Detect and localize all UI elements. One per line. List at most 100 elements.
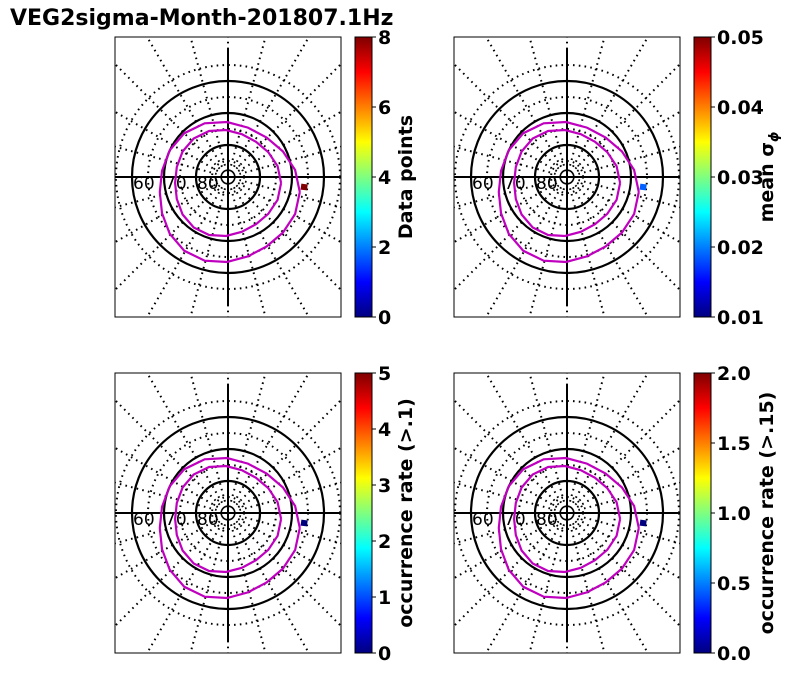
grid-spoke <box>233 513 341 545</box>
latitude-label: 60 <box>133 510 155 530</box>
latitude-label: 80 <box>197 174 219 194</box>
grid-spoke <box>115 145 223 177</box>
boundary-poleward <box>512 464 622 574</box>
boundary-equatorward <box>158 120 301 264</box>
grid-spoke <box>528 37 567 172</box>
colorbar-label: Data points <box>395 115 417 239</box>
grid-spoke <box>567 182 606 317</box>
axes-frame <box>114 372 342 654</box>
colorbar-tick-label: 0.5 <box>717 573 751 595</box>
grid-spoke <box>454 446 563 511</box>
grid-spoke <box>147 181 226 317</box>
grid-spoke <box>570 399 680 510</box>
grid-spoke <box>233 481 341 513</box>
grid-spoke <box>570 180 680 291</box>
colorbar-label: occurrence rate (>.15) <box>756 392 778 635</box>
grid-spoke <box>232 515 341 580</box>
grid-spoke <box>570 63 680 174</box>
colorbar <box>354 372 373 654</box>
grid-spoke <box>486 37 565 173</box>
grid-spoke <box>231 399 341 510</box>
grid-spoke <box>230 373 309 509</box>
grid-spoke <box>115 63 225 174</box>
grid-spoke <box>115 513 223 545</box>
grid-spoke <box>454 145 562 177</box>
grid-spoke <box>570 516 680 627</box>
colorbar <box>693 372 712 654</box>
latitude-label: 70 <box>165 174 187 194</box>
colorbar-tick-label: 8 <box>378 27 391 49</box>
grid-spoke <box>115 481 223 513</box>
grid-spoke <box>567 373 606 508</box>
axes-frame <box>453 372 681 654</box>
colorbar-tick-label: 2 <box>378 531 391 553</box>
grid-spoke <box>115 110 224 175</box>
colorbar-tick-label: 2.0 <box>717 363 751 385</box>
grid-spoke <box>115 446 224 511</box>
grid-spoke <box>232 110 341 175</box>
grid-spoke <box>454 516 564 627</box>
figure-title: VEG2sigma-Month-201807.1Hz <box>10 6 394 31</box>
grid-spoke <box>233 177 341 209</box>
grid-spoke <box>486 373 565 509</box>
grid-spoke <box>231 63 341 174</box>
grid-spoke <box>147 37 226 173</box>
latitude-label: 60 <box>472 174 494 194</box>
grid-spoke <box>115 177 223 209</box>
colorbar-tick-label: 1.5 <box>717 433 751 455</box>
grid-spoke <box>454 63 564 174</box>
grid-spoke <box>528 182 567 317</box>
colorbar-tick-label: 2 <box>378 237 391 259</box>
grid-spoke <box>115 516 225 627</box>
data-segment <box>639 519 647 527</box>
grid-spoke <box>115 180 225 291</box>
grid-spoke <box>571 110 680 175</box>
boundary-poleward <box>173 464 283 574</box>
colorbar-tick-label: 4 <box>378 167 391 189</box>
grid-spoke <box>454 180 564 291</box>
boundary-poleward <box>512 128 622 238</box>
colorbar-tick-label: 0.0 <box>717 643 751 665</box>
grid-spoke <box>231 180 341 291</box>
grid-spoke <box>230 181 309 317</box>
colorbar-label: occurrence rate (>.1) <box>395 398 417 628</box>
colorbar <box>693 36 712 318</box>
grid-spoke <box>233 145 341 177</box>
grid-spoke <box>486 517 565 653</box>
grid-spoke <box>230 517 309 653</box>
colorbar-tick-label: 4 <box>378 419 391 441</box>
colorbar-tick-label: 1.0 <box>717 503 751 525</box>
colorbar-label: mean σϕ <box>756 132 782 223</box>
grid-spoke <box>147 517 226 653</box>
grid-spoke <box>454 179 563 244</box>
grid-spoke <box>571 515 680 580</box>
grid-spoke <box>189 373 228 508</box>
grid-spoke <box>189 518 228 653</box>
colorbar-tick-label: 0.02 <box>717 237 764 259</box>
grid-spoke <box>228 518 267 653</box>
grid-spoke <box>569 37 648 173</box>
axes-frame <box>453 36 681 318</box>
colorbar-tick-label: 6 <box>378 97 391 119</box>
grid-spoke <box>567 518 606 653</box>
boundary-equatorward <box>497 120 640 264</box>
latitude-label: 80 <box>536 174 558 194</box>
axes-frame <box>114 36 342 318</box>
grid-spoke <box>189 37 228 172</box>
colorbar-tick-label: 5 <box>378 363 391 385</box>
grid-spoke <box>454 513 562 545</box>
grid-spoke <box>569 181 648 317</box>
colorbar-tick-label: 0 <box>378 307 391 329</box>
grid-spoke <box>528 518 567 653</box>
colorbar-tick-label: 0.03 <box>717 167 764 189</box>
latitude-label: 70 <box>504 174 526 194</box>
colorbar-tick-label: 0 <box>378 643 391 665</box>
latitude-label: 70 <box>504 510 526 530</box>
latitude-label: 80 <box>197 510 219 530</box>
colorbar-tick-label: 0.05 <box>717 27 764 49</box>
boundary-equatorward <box>497 456 640 600</box>
colorbar <box>354 36 373 318</box>
